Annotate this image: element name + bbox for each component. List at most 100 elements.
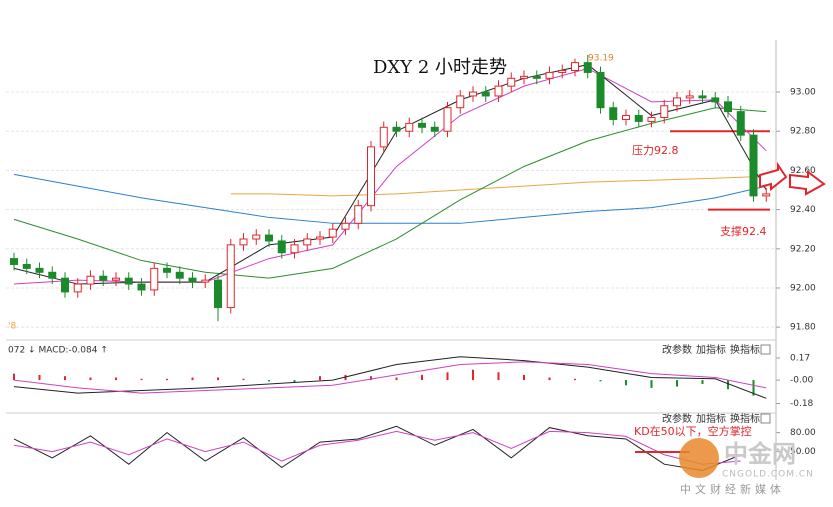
candle-body [724, 101, 732, 113]
macd-bar [13, 373, 15, 381]
candle-body [520, 75, 528, 79]
candle-body [622, 115, 630, 120]
candle-body [392, 126, 401, 132]
series-line [13, 356, 767, 399]
candle-body [749, 134, 758, 197]
candle-body [316, 236, 324, 240]
candle-body [647, 117, 656, 122]
plot: 91.80 92.00 92.20 92.40 92.60 92.80 93.00 0.17 -… [6, 54, 816, 472]
support-label: 支撑92.4 [720, 224, 767, 238]
button[interactable]: 换指标 [730, 343, 760, 356]
candle-body [494, 85, 503, 97]
candle-body [61, 277, 69, 293]
macd-bar [115, 377, 117, 381]
button[interactable]: 改参数 [662, 343, 692, 356]
kd-annotation: KD在50以下，空方掌控 [634, 424, 752, 438]
candle-body [201, 279, 210, 283]
candle-body [532, 75, 541, 79]
candle-body [736, 111, 745, 136]
macd-bar [319, 376, 321, 381]
button[interactable]: 改参数 [662, 412, 692, 425]
y-tick-label: 92.80 [790, 127, 816, 137]
candle-body [685, 95, 694, 99]
candle-body [150, 267, 159, 291]
candle-body [711, 97, 720, 103]
candle-body [290, 244, 299, 254]
candle-body [303, 238, 312, 246]
watermark-name: 中金网 [724, 440, 796, 468]
macd-bar [650, 380, 653, 388]
candle-body [571, 62, 579, 71]
candle-body [214, 279, 222, 309]
close-button[interactable] [760, 413, 771, 424]
candle-body [22, 263, 31, 269]
series-line [13, 173, 767, 224]
button[interactable]: 加指标 [696, 412, 726, 425]
chart-title: DXY 2 小时走势 [373, 57, 507, 78]
candle-body [507, 77, 516, 87]
macd-bar [140, 378, 143, 381]
candle-body [660, 105, 669, 118]
candle-body [163, 267, 171, 273]
macd-bar [523, 374, 525, 381]
button[interactable]: 换指标 [730, 412, 760, 425]
watermark-url: CNGOLD.COM.CN [722, 470, 814, 480]
candle-body [367, 146, 375, 207]
macd-bar [191, 377, 194, 381]
candle-body [481, 91, 490, 97]
series-line [13, 425, 741, 472]
left-note: '8 [8, 322, 16, 332]
candle-body [112, 277, 120, 281]
candle-body [698, 95, 707, 99]
macd-bar [395, 377, 398, 381]
candle-body [545, 71, 554, 79]
macd-bar [548, 377, 551, 381]
candle-body [673, 97, 681, 107]
y-tick-label: 92.40 [790, 205, 816, 215]
macd-bar [64, 376, 66, 381]
watermark-slogan: 中文财经新媒体 [680, 482, 785, 496]
candle-body [443, 107, 452, 132]
watermark-logo [679, 438, 719, 478]
y-tick-label: 0.17 [790, 354, 810, 364]
candle-body [596, 71, 605, 109]
candle-body [175, 271, 184, 279]
macd-bar [497, 372, 500, 381]
candle-body [609, 107, 618, 120]
macd-bar [293, 380, 296, 383]
candle-body [379, 126, 388, 148]
y-tick-label: 92.60 [790, 166, 816, 176]
peak-label: 93.19 [588, 54, 614, 64]
candle-body [252, 234, 261, 240]
candle-body [277, 240, 286, 254]
macd-bar [676, 380, 678, 387]
macd-bar [166, 378, 168, 381]
macd-bar [421, 374, 423, 381]
y-tick-label: -0.00 [790, 376, 814, 386]
close-button[interactable] [760, 344, 771, 355]
y-tick-label: 50.00 [790, 447, 816, 457]
candle-body [239, 238, 248, 246]
arrow [789, 170, 826, 196]
candle-body [73, 283, 82, 293]
macd-bar [752, 380, 755, 396]
series-line [13, 430, 741, 465]
y-tick-label: 80.00 [790, 428, 816, 438]
button[interactable]: 加指标 [696, 343, 726, 356]
candle-body [469, 91, 477, 97]
candle-body [86, 275, 95, 285]
arrow [759, 161, 788, 192]
candle-body [341, 222, 350, 230]
macd-bar [344, 374, 347, 381]
macd-bar [370, 376, 372, 381]
candle-body [418, 122, 426, 128]
y-tick-label: 93.00 [790, 88, 816, 98]
candle-body [430, 126, 439, 132]
y-tick-label: 92.00 [790, 283, 816, 293]
macd-bar [446, 372, 449, 381]
candle-body [10, 258, 18, 265]
macd-bar [574, 378, 576, 381]
series-line [13, 361, 767, 394]
